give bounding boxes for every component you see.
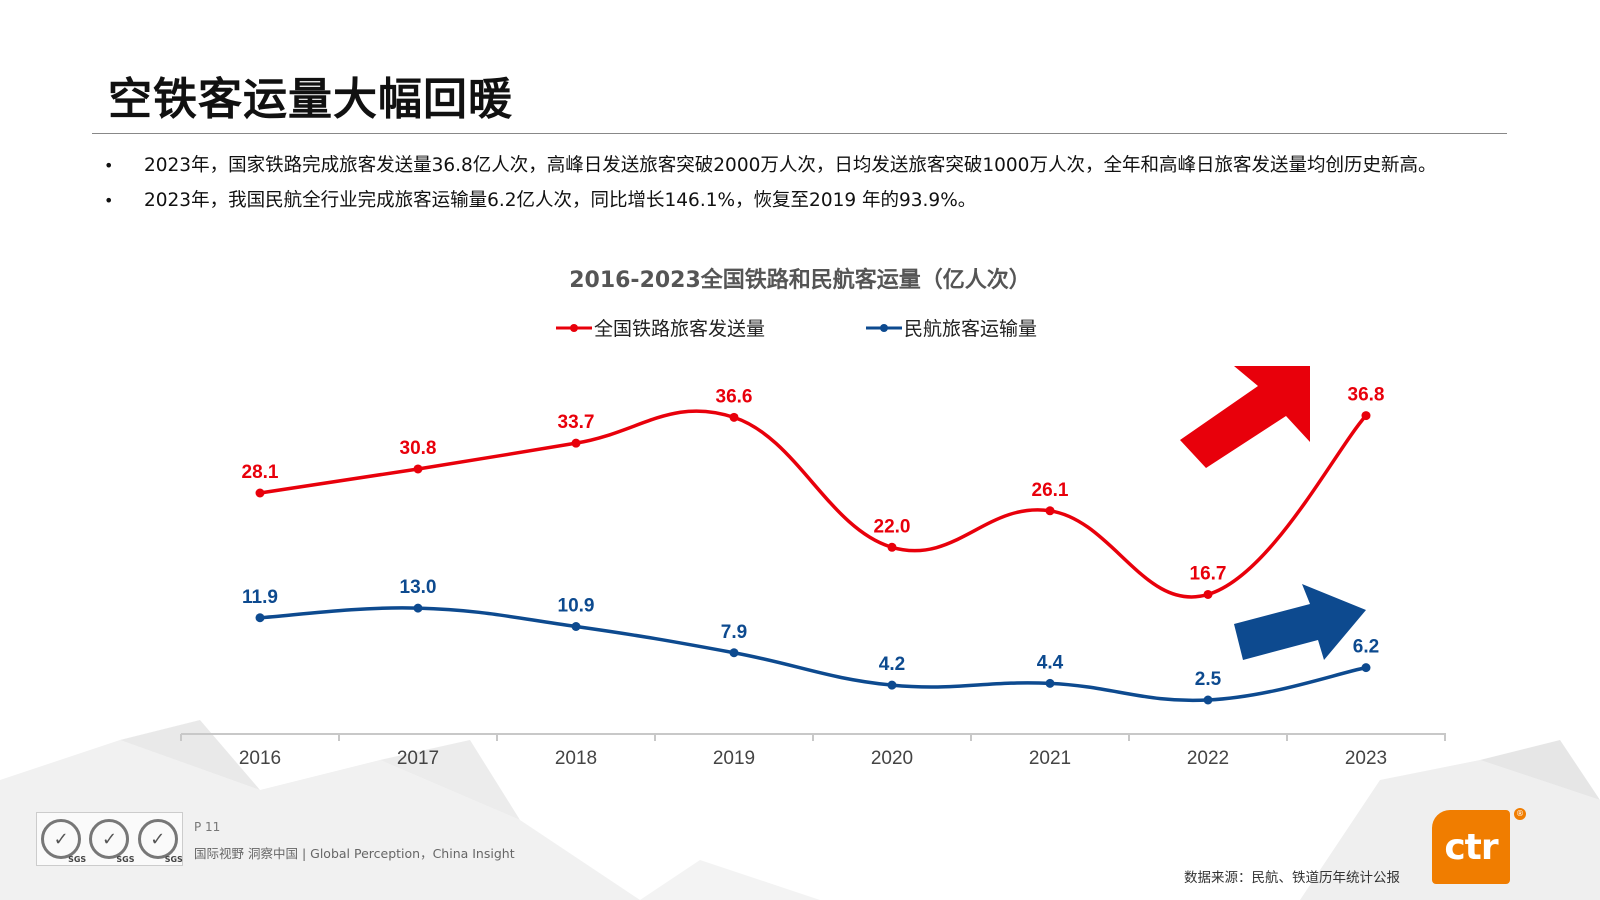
blue-up-arrow-icon	[1234, 584, 1366, 660]
data-label: 10.9	[558, 596, 595, 617]
legend-item-rail: 全国铁路旅客发送量	[556, 314, 765, 341]
ctr-logo: ctr	[1432, 810, 1510, 884]
x-tick-label: 2023	[1345, 748, 1387, 769]
data-label: 11.9	[242, 587, 278, 608]
badge-label: SGS	[164, 855, 183, 864]
data-label: 36.6	[716, 386, 753, 407]
data-label: 33.7	[558, 412, 595, 433]
x-tick-label: 2019	[713, 748, 755, 769]
x-tick-label: 2022	[1187, 748, 1229, 769]
data-label: 16.7	[1190, 563, 1227, 584]
data-point	[1361, 411, 1371, 421]
data-label: 26.1	[1032, 480, 1069, 501]
bullet-marker: •	[104, 191, 114, 210]
legend-swatch-air	[866, 323, 902, 332]
red-up-arrow-icon	[1180, 366, 1310, 468]
legend-swatch-rail	[556, 323, 592, 332]
bullet-text: 2023年，我国民航全行业完成旅客运输量6.2亿人次，同比增长146.1%，恢复…	[144, 190, 977, 211]
data-point	[887, 680, 897, 690]
bullet-item: • 2023年，我国民航全行业完成旅客运输量6.2亿人次，同比增长146.1%，恢…	[104, 183, 1584, 218]
data-point	[1045, 506, 1055, 516]
data-point	[887, 542, 897, 552]
data-point	[413, 464, 423, 474]
legend-item-air: 民航旅客运输量	[866, 314, 1037, 341]
data-point	[255, 613, 265, 623]
data-point	[1203, 589, 1213, 599]
data-label: 2.5	[1195, 669, 1222, 690]
data-point	[413, 603, 423, 613]
legend-label-air: 民航旅客运输量	[904, 318, 1038, 340]
data-label: 7.9	[721, 622, 747, 643]
data-point	[571, 438, 581, 448]
data-label: 28.1	[242, 462, 279, 483]
data-point	[1361, 663, 1371, 673]
legend-label-rail: 全国铁路旅客发送量	[594, 318, 766, 340]
check-badge-icon: ✓ SGS	[137, 819, 183, 864]
data-point	[1045, 678, 1055, 688]
check-badge-icon: ✓ SGS	[41, 819, 86, 864]
x-tick-label: 2018	[555, 748, 597, 769]
data-label: 13.0	[400, 577, 437, 598]
x-tick-label: 2016	[239, 748, 281, 769]
x-axis: 2016 2017 2018 2019 2020 2021 2022 2023	[180, 733, 1446, 769]
certification-badges: ✓ SGS ✓ SGS ✓ SGS	[36, 812, 183, 866]
page-number: P 11	[194, 820, 221, 834]
footer-slogan: 国际视野 洞察中国 | Global Perception，China Insi…	[194, 846, 515, 861]
bullet-text: 2023年，国家铁路完成旅客发送量36.8亿人次，高峰日发送旅客突破2000万人…	[144, 155, 1437, 176]
x-tick-label: 2017	[397, 748, 439, 769]
data-point	[729, 648, 739, 658]
data-label: 30.8	[400, 438, 437, 459]
summary-bullets: • 2023年，国家铁路完成旅客发送量36.8亿人次，高峰日发送旅客突破2000万…	[104, 148, 1584, 218]
series-line-rail	[258, 409, 1368, 599]
trend-arrows	[1180, 366, 1366, 660]
x-tick-label: 2021	[1029, 748, 1071, 769]
badge-label: SGS	[68, 855, 87, 864]
badge-label: SGS	[116, 855, 135, 864]
data-source: 数据来源：民航、铁道历年统计公报	[1184, 870, 1400, 886]
data-label: 4.2	[879, 654, 905, 675]
chart-title: 2016-2023全国铁路和民航客运量（亿人次）	[569, 268, 1031, 293]
data-point	[729, 412, 739, 422]
series-line-air	[258, 606, 1368, 703]
bullet-marker: •	[104, 156, 114, 175]
data-label: 6.2	[1353, 637, 1379, 658]
title-divider	[92, 133, 1507, 134]
data-point	[1203, 695, 1213, 705]
check-badge-icon: ✓ SGS	[89, 819, 134, 864]
data-label: 4.4	[1037, 652, 1064, 673]
logo-registered-icon: ®	[1514, 808, 1526, 820]
bullet-item: • 2023年，国家铁路完成旅客发送量36.8亿人次，高峰日发送旅客突破2000万…	[104, 148, 1584, 183]
data-point	[255, 488, 265, 498]
data-label: 22.0	[874, 516, 911, 537]
series: 28.1 30.8 33.7 36.6 22.0 26.1 16.7 36.8 11.9 13.0…	[242, 385, 1385, 705]
data-label: 36.8	[1348, 385, 1385, 406]
page-title: 空铁客运量大幅回暖	[108, 74, 513, 125]
x-tick-label: 2020	[871, 748, 913, 769]
data-point	[571, 622, 581, 631]
